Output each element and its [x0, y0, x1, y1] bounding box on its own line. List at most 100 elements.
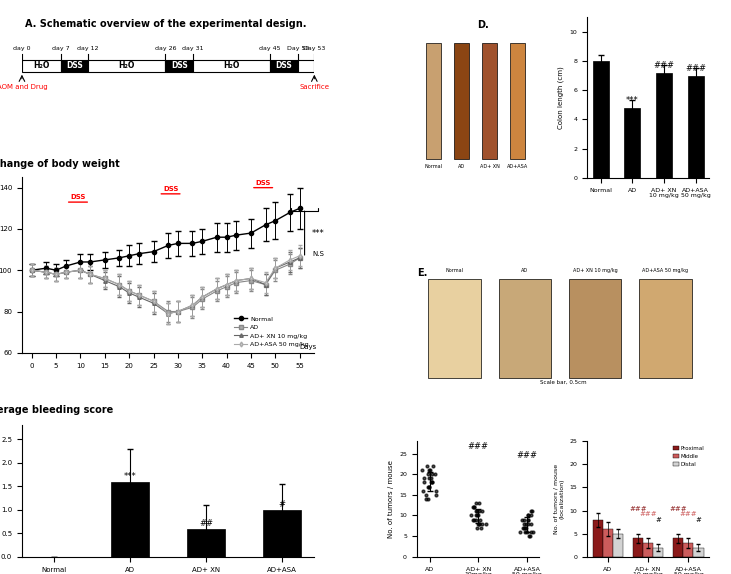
- Point: [467, 515, 479, 524]
- Text: #: #: [279, 501, 286, 510]
- Bar: [694, 548, 703, 557]
- Text: day 45: day 45: [260, 46, 281, 51]
- Point: [471, 523, 483, 533]
- Point: [525, 507, 537, 516]
- Point: [469, 515, 480, 524]
- Bar: [603, 529, 613, 557]
- Text: Day 53: Day 53: [303, 46, 325, 51]
- Point: [427, 461, 439, 471]
- Text: Normal: Normal: [446, 267, 463, 273]
- Text: DSS: DSS: [171, 61, 188, 71]
- Text: Days: Days: [300, 344, 317, 350]
- Text: Scale bar, 0.5cm: Scale bar, 0.5cm: [539, 379, 586, 385]
- Text: B. Change of body weight: B. Change of body weight: [0, 158, 120, 169]
- Bar: [593, 520, 603, 557]
- Bar: [673, 538, 683, 557]
- Bar: [624, 108, 640, 178]
- Text: AOM and Drug: AOM and Drug: [0, 84, 48, 91]
- Text: ***: ***: [312, 228, 325, 238]
- Text: ##: ##: [199, 519, 213, 528]
- Point: [519, 528, 531, 537]
- Bar: [111, 482, 149, 557]
- Point: [523, 519, 534, 528]
- Bar: [22, 60, 61, 72]
- Point: [525, 519, 537, 528]
- Text: day 0: day 0: [13, 46, 31, 51]
- Point: [515, 528, 526, 537]
- Point: [523, 515, 534, 524]
- Bar: [639, 280, 692, 378]
- Text: day 12: day 12: [77, 46, 99, 51]
- Bar: [654, 548, 663, 557]
- Point: [477, 519, 488, 528]
- Point: [476, 507, 488, 516]
- Text: ###: ###: [670, 506, 687, 513]
- Text: AD+ XN: AD+ XN: [480, 164, 500, 169]
- Point: [472, 511, 484, 520]
- Text: day 31: day 31: [182, 46, 204, 51]
- Bar: [263, 510, 301, 557]
- Text: #: #: [696, 517, 702, 523]
- Bar: [688, 76, 703, 178]
- Point: [469, 515, 481, 524]
- Bar: [643, 543, 654, 557]
- Point: [417, 486, 429, 495]
- Text: Sacrifice: Sacrifice: [299, 84, 330, 91]
- Point: [425, 474, 436, 483]
- Text: Day 50: Day 50: [287, 46, 309, 51]
- Bar: [270, 60, 298, 72]
- Text: ###: ###: [468, 443, 489, 451]
- Legend: Proximal, Middle, Distal: Proximal, Middle, Distal: [671, 444, 706, 469]
- Bar: [88, 60, 165, 72]
- Text: ###: ###: [654, 61, 675, 70]
- Point: [471, 507, 482, 516]
- Text: AD+ASA 50 mg/kg: AD+ASA 50 mg/kg: [642, 267, 689, 273]
- Text: day 7: day 7: [52, 46, 69, 51]
- Bar: [656, 73, 672, 178]
- Text: DSS: DSS: [70, 194, 86, 200]
- Text: H₂O: H₂O: [33, 61, 50, 71]
- Text: AD: AD: [521, 267, 529, 273]
- Point: [472, 519, 484, 528]
- Point: [517, 523, 529, 533]
- Point: [423, 482, 435, 491]
- Text: AD+ XN 10 mg/kg: AD+ XN 10 mg/kg: [572, 267, 618, 273]
- Bar: [426, 43, 441, 158]
- Point: [430, 486, 442, 495]
- Text: DSS: DSS: [163, 186, 178, 192]
- Text: D.: D.: [477, 21, 489, 30]
- Point: [424, 466, 436, 475]
- Point: [520, 523, 531, 533]
- Point: [518, 519, 529, 528]
- Point: [471, 511, 483, 520]
- Bar: [510, 43, 525, 158]
- Bar: [165, 60, 193, 72]
- Bar: [499, 280, 551, 378]
- Point: [470, 511, 482, 520]
- Text: DSS: DSS: [276, 61, 292, 71]
- Point: [473, 519, 485, 528]
- Text: DSS: DSS: [255, 180, 271, 185]
- Text: E.: E.: [417, 267, 427, 278]
- Text: H₂O: H₂O: [118, 61, 135, 71]
- Point: [420, 494, 432, 503]
- Point: [418, 474, 430, 483]
- Point: [523, 511, 534, 520]
- Text: ###: ###: [517, 451, 537, 460]
- Point: [423, 482, 435, 491]
- Point: [422, 482, 433, 491]
- Text: C. Average bleeding score: C. Average bleeding score: [0, 405, 113, 414]
- Point: [465, 511, 477, 520]
- Y-axis label: No. of tumors / mouse: No. of tumors / mouse: [387, 460, 393, 538]
- Text: ###: ###: [680, 511, 697, 517]
- Point: [475, 523, 487, 533]
- Y-axis label: Colon length (cm): Colon length (cm): [558, 66, 564, 129]
- Point: [426, 478, 438, 487]
- Point: [525, 528, 537, 537]
- Legend: Normal, AD, AD+ XN 10 mg/kg, AD+ASA 50 mg/kg: Normal, AD, AD+ XN 10 mg/kg, AD+ASA 50 m…: [232, 314, 311, 350]
- Point: [417, 466, 428, 475]
- Text: ***: ***: [124, 472, 137, 481]
- Point: [423, 474, 435, 483]
- Text: ###: ###: [629, 506, 647, 513]
- Text: AD: AD: [458, 164, 466, 169]
